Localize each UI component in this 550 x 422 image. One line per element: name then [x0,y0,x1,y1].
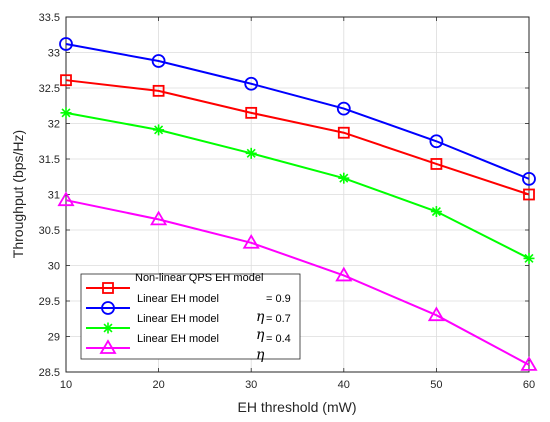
legend-label-linear-09: Linear EH model [137,293,219,305]
data-point [430,158,443,170]
legend-swatch-marker [99,339,117,354]
legend-label-nonlinear: Non-linear QPS EH model [135,272,263,284]
data-point [429,134,444,149]
legend-label-linear-04: Linear EH model [137,333,219,345]
series-line [65,199,530,366]
legend-eta-symbol-3: η [256,347,265,363]
data-point [338,172,350,184]
data-point [427,306,445,322]
y-tick-label: 31 [48,190,60,202]
data-point [336,101,351,116]
data-point [523,252,535,264]
legend-eta-value-09: = 0.9 [266,293,291,305]
data-point [57,191,75,207]
y-tick-label: 33 [48,48,60,60]
legend-eta-value-07: = 0.7 [266,313,291,325]
series-line [65,111,530,260]
y-tick-label: 30 [48,261,60,273]
series-line [65,42,530,180]
data-point [522,171,536,186]
data-point [152,84,165,97]
x-tick-label: 50 [430,379,442,391]
series-line [65,79,530,196]
data-point [523,188,535,201]
y-tick-label: 30.5 [39,225,60,237]
series-layer [57,37,538,371]
series-3 [57,191,538,371]
y-tick-label: 29.5 [39,296,60,308]
y-tick-label: 28.5 [39,367,60,379]
legend-eta-symbol-1: η [256,309,265,325]
y-tick-label: 29 [48,332,60,344]
data-point [520,356,538,371]
series-2 [60,107,535,264]
data-point [430,206,442,218]
legend-swatches [86,282,130,354]
x-tick-label: 60 [523,379,535,391]
legend-swatch-marker [102,282,114,294]
data-point [244,76,259,91]
data-point [60,107,72,119]
data-point [335,266,353,282]
x-tick-label: 20 [152,379,164,391]
legend-eta-value-04: = 0.4 [266,333,291,345]
legend: Non-linear QPS EH model Linear EH model … [80,272,301,363]
series-1 [59,37,536,186]
data-point [150,210,168,226]
data-point [60,74,72,87]
data-point [242,233,260,249]
data-point [337,126,350,139]
y-tick-label: 32 [48,119,60,131]
y-tick-label: 33.5 [39,12,60,24]
data-point [151,54,166,68]
data-point [59,37,73,51]
x-tick-label: 40 [338,379,350,391]
data-point [245,147,257,159]
x-tick-label: 30 [245,379,257,391]
data-point [153,124,165,136]
legend-swatch-marker [102,322,114,334]
y-axis-label: Throughput (bps/Hz) [10,130,26,258]
legend-eta-symbol-2: η [256,327,265,343]
data-point [245,106,258,119]
y-tick-label: 32.5 [39,83,60,95]
legend-swatch-marker [101,301,115,315]
x-tick-label: 10 [60,379,72,391]
legend-label-linear-07: Linear EH model [137,313,219,325]
x-axis-label: EH threshold (mW) [237,399,356,415]
series-0 [60,74,535,201]
y-tick-label: 31.5 [39,154,60,166]
